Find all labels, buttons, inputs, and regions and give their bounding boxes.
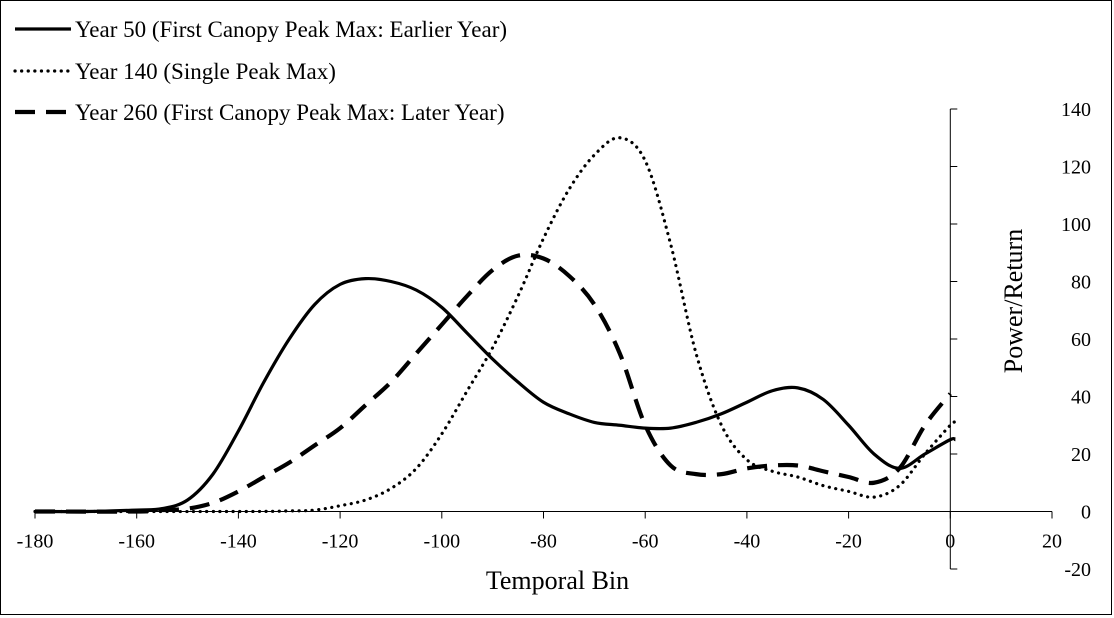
series-group (33, 136, 957, 514)
x-tick-label: 0 (945, 531, 955, 553)
x-tick-label: -20 (835, 531, 862, 553)
x-tick-label: -60 (632, 531, 659, 553)
x-tick-label: -140 (220, 531, 257, 553)
y-tick-label: 60 (1071, 329, 1091, 351)
series-line-3-dashed (34, 252, 952, 514)
axes-group: -180 -160 -140 -120 -100 -80 -60 -40 -20 0 20-2002… (17, 99, 1091, 595)
x-tick-label: -180 (17, 531, 54, 553)
x-tick-label: 20 (1042, 531, 1062, 553)
y-tick-label: 120 (1061, 157, 1091, 179)
series-line-1-solid (34, 276, 957, 514)
x-tick-label: -120 (322, 531, 359, 553)
y-tick-label: 0 (1081, 502, 1091, 524)
y-tick-label: 40 (1071, 387, 1091, 409)
x-tick-label: -40 (734, 531, 761, 553)
x-tick-label: -100 (423, 531, 460, 553)
legend-label: Year 140 (Single Peak Max) (75, 59, 336, 84)
legend: Year 50 (First Canopy Peak Max: Earlier … (13, 17, 507, 125)
y-tick-label: 80 (1071, 272, 1091, 294)
y-tick-label: 100 (1061, 214, 1091, 236)
y-tick-label: 140 (1061, 99, 1091, 121)
x-axis-title: Temporal Bin (486, 566, 629, 595)
legend-label: Year 260 (First Canopy Peak Max: Later Y… (75, 100, 505, 125)
series-line-2-dotted (33, 136, 957, 514)
y-axis-title: Power/Return (999, 229, 1028, 373)
x-tick-label: -80 (530, 531, 557, 553)
y-tick-label: -20 (1064, 559, 1091, 581)
x-tick-label: -160 (118, 531, 155, 553)
legend-label: Year 50 (First Canopy Peak Max: Earlier … (75, 17, 507, 42)
y-tick-label: 20 (1071, 444, 1091, 466)
